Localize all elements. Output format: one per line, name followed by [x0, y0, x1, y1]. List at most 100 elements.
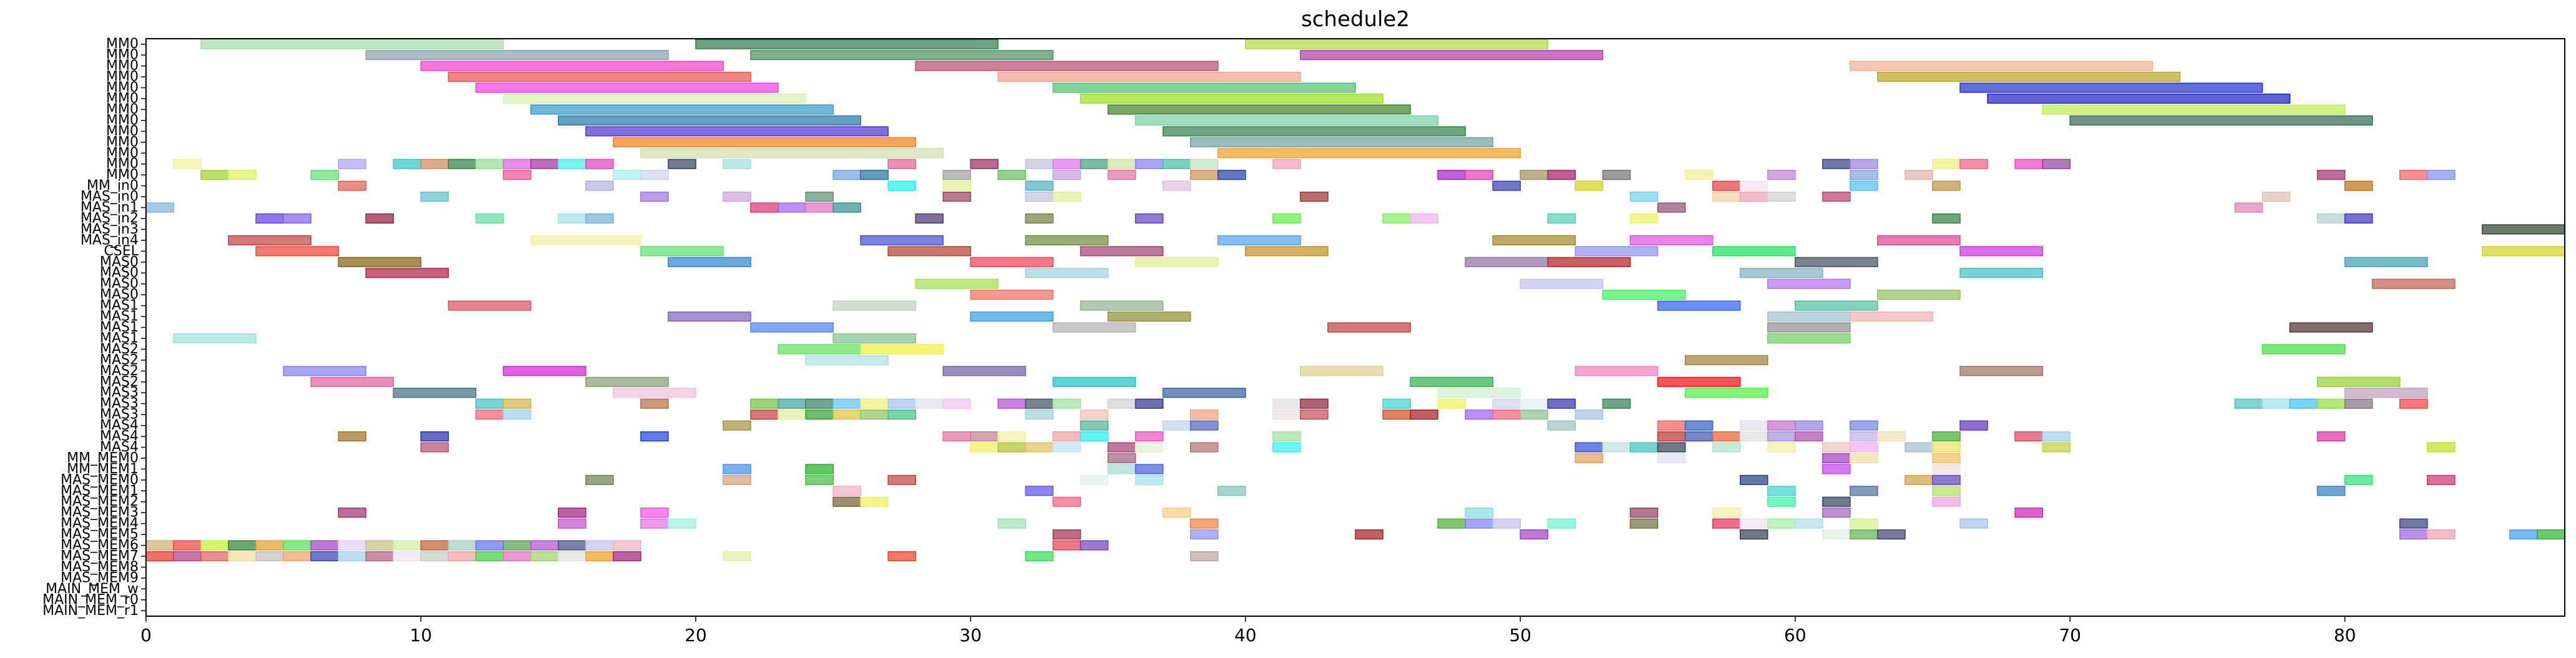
- task-bar-73: [1465, 170, 1493, 180]
- task-bar-258: [1465, 410, 1493, 420]
- task-bar-220: [860, 398, 889, 409]
- task-bar-264: [1162, 420, 1191, 431]
- task-bar-219: [832, 398, 861, 409]
- task-bar-82: [2399, 170, 2428, 180]
- y-tick-label: MAS0: [100, 254, 139, 270]
- task-bar-425: [530, 551, 559, 562]
- y-tick-label: MAS_MEM3: [61, 505, 139, 521]
- task-bar-18: [530, 104, 834, 115]
- task-bar-364: [668, 518, 696, 529]
- task-bar-245: [750, 410, 779, 420]
- task-bar-233: [1492, 398, 1521, 409]
- task-bar-407: [585, 540, 614, 551]
- task-bar-5: [1300, 50, 1604, 61]
- task-bar-155: [970, 257, 1054, 267]
- task-bar-387: [2399, 529, 2428, 540]
- task-bar-356: [1162, 508, 1191, 518]
- task-bar-260: [1520, 410, 1549, 420]
- task-bar-53: [1850, 159, 1878, 169]
- task-bar-293: [2014, 431, 2043, 442]
- task-bar-167: [1767, 278, 1851, 289]
- task-bar-272: [1850, 420, 1878, 431]
- task-bar-409: [1052, 540, 1081, 551]
- task-bar-160: [2344, 257, 2428, 267]
- task-bar-206: [2316, 376, 2401, 387]
- task-bar-187: [173, 333, 256, 344]
- task-bar-101: [942, 191, 972, 202]
- task-bar-158: [1547, 257, 1631, 267]
- task-bar-181: [1850, 311, 1933, 322]
- task-bar-79: [1850, 170, 1878, 180]
- task-bar-2: [1245, 39, 1549, 49]
- task-bar-330: [723, 474, 751, 485]
- task-bar-180: [1767, 311, 1851, 322]
- task-bar-19: [1107, 104, 1411, 115]
- task-bar-248: [832, 410, 861, 420]
- task-bar-213: [475, 398, 504, 409]
- task-bar-46: [1080, 159, 1109, 169]
- y-tick-label: MM0: [106, 80, 139, 96]
- task-bar-25: [1162, 126, 1466, 137]
- task-bar-14: [1959, 82, 2263, 93]
- task-bar-186: [2289, 322, 2373, 333]
- task-bar-200: [1959, 366, 2043, 376]
- task-bar-131: [1629, 213, 1659, 224]
- task-bar-4: [750, 50, 1054, 61]
- task-bar-314: [1932, 442, 1961, 453]
- task-bar-401: [420, 540, 449, 551]
- task-bar-116: [1657, 202, 1686, 213]
- task-bar-93: [1739, 180, 1769, 191]
- x-tick-label: 80: [2334, 625, 2356, 646]
- task-bar-379: [1052, 529, 1081, 540]
- task-bar-283: [1272, 431, 1301, 442]
- task-bar-394: [228, 540, 256, 551]
- task-bar-250: [887, 410, 917, 420]
- task-bar-267: [1657, 420, 1686, 431]
- task-bar-201: [310, 376, 394, 387]
- task-bar-240: [2316, 398, 2346, 409]
- task-bar-63: [640, 170, 669, 180]
- task-bar-75: [1547, 170, 1576, 180]
- task-bar-102: [1025, 191, 1054, 202]
- task-bar-88: [1025, 180, 1054, 191]
- task-bar-381: [1355, 529, 1383, 540]
- task-bar-265: [1189, 420, 1219, 431]
- task-bar-66: [942, 170, 972, 180]
- task-bar-36: [502, 159, 532, 169]
- task-bar-40: [668, 159, 696, 169]
- y-tick-label: MM0: [106, 69, 139, 85]
- task-bar-74: [1520, 170, 1549, 180]
- y-tick-label: MAS_MEM7: [61, 549, 139, 564]
- task-bar-400: [393, 540, 422, 551]
- task-bar-397: [310, 540, 339, 551]
- task-bar-328: [1932, 464, 1961, 474]
- y-tick-label: MAIN_MEM_r0: [42, 592, 139, 607]
- y-tick-label: MAS_in0: [80, 189, 139, 205]
- task-bar-172: [447, 300, 532, 311]
- task-bar-110: [2261, 191, 2291, 202]
- task-bar-261: [1574, 410, 1604, 420]
- task-bar-329: [585, 474, 614, 485]
- task-bar-164: [1959, 268, 2043, 278]
- task-bar-321: [1850, 453, 1878, 464]
- task-bar-81: [2316, 170, 2346, 180]
- task-bar-31: [338, 159, 367, 169]
- task-bar-140: [1217, 235, 1301, 245]
- task-bar-77: [1684, 170, 1714, 180]
- task-bar-325: [1107, 464, 1136, 474]
- y-tick-label: MAS2: [100, 374, 139, 390]
- task-bar-388: [2427, 529, 2456, 540]
- task-bar-377: [1959, 518, 1988, 529]
- task-bar-292: [1932, 431, 1961, 442]
- task-bar-191: [860, 344, 944, 355]
- task-bar-384: [1822, 529, 1851, 540]
- task-bar-122: [557, 213, 587, 224]
- task-bar-308: [1657, 442, 1686, 453]
- task-bar-327: [1822, 464, 1851, 474]
- task-bar-424: [502, 551, 532, 562]
- task-bar-193: [805, 355, 889, 365]
- task-bar-212: [2344, 388, 2428, 398]
- y-tick-label: MAS3: [100, 396, 139, 411]
- task-bar-303: [1189, 442, 1219, 453]
- task-bar-280: [1052, 431, 1081, 442]
